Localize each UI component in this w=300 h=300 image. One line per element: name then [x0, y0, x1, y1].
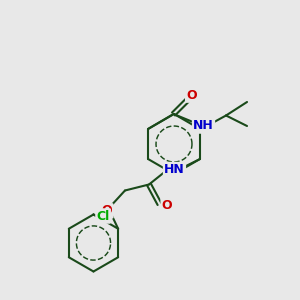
Text: NH: NH: [193, 119, 214, 133]
Text: Cl: Cl: [97, 209, 110, 223]
Text: O: O: [186, 88, 197, 102]
Text: O: O: [162, 199, 172, 212]
Text: HN: HN: [164, 163, 185, 176]
Text: O: O: [102, 204, 112, 218]
